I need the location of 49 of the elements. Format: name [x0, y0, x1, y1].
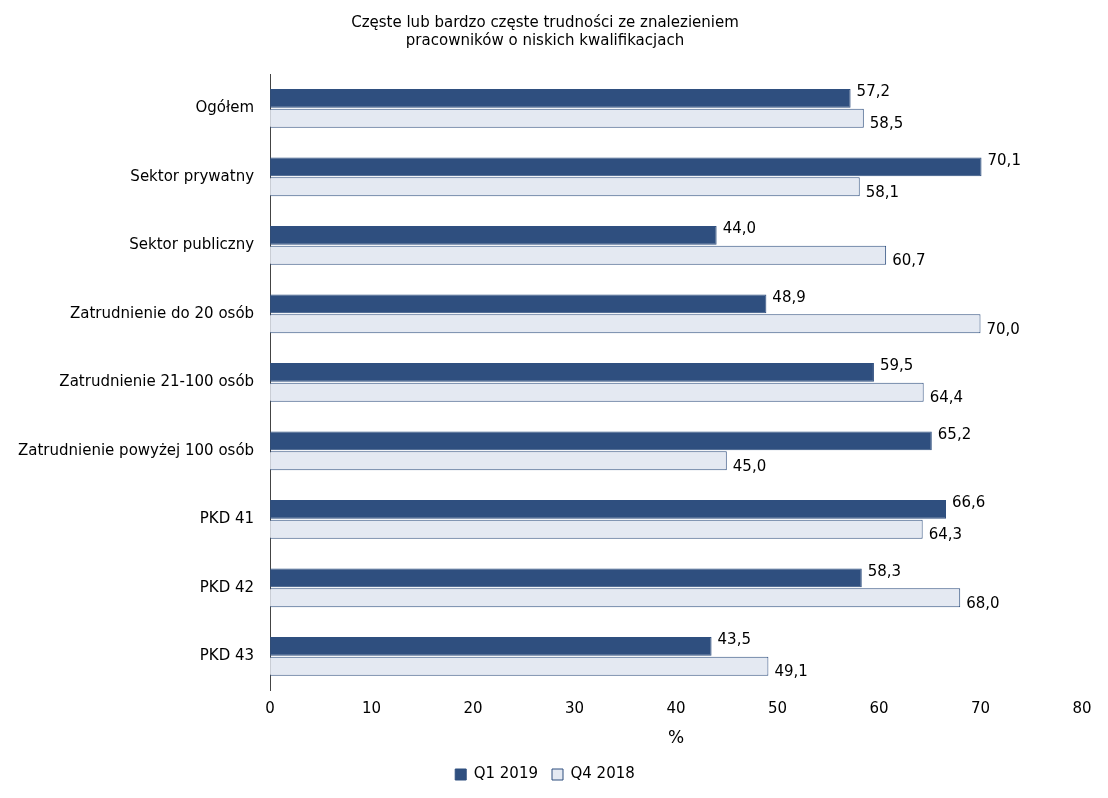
y-tick-label: PKD 43 — [199, 646, 255, 665]
x-tick-label: 50 — [767, 699, 788, 718]
data-label: 43,5 — [717, 630, 751, 649]
bar — [270, 294, 767, 314]
data-label: 58,3 — [867, 561, 902, 580]
bar — [270, 88, 851, 108]
bar — [270, 568, 862, 588]
x-tick-label: 30 — [565, 699, 585, 718]
data-label: 45,0 — [732, 456, 767, 475]
data-label: 58,1 — [865, 182, 900, 201]
legend-label: Q4 2018 — [570, 764, 635, 783]
data-label: 68,0 — [966, 593, 1000, 612]
bar — [270, 362, 874, 382]
x-tick-label: 0 — [265, 699, 275, 718]
y-tick-label: Zatrudnienie do 20 osób — [69, 303, 255, 322]
data-label: 57,2 — [856, 82, 891, 101]
data-label: 60,7 — [892, 251, 926, 270]
y-tick-label: PKD 42 — [199, 577, 255, 596]
x-tick-label: 10 — [362, 699, 382, 718]
data-label: 65,2 — [937, 424, 972, 443]
x-tick-label: 70 — [970, 699, 991, 718]
data-label: 48,9 — [772, 287, 806, 306]
bar — [270, 636, 712, 656]
bar — [270, 499, 947, 519]
x-tick-label: 20 — [463, 699, 483, 718]
x-tick-label: 60 — [869, 699, 889, 718]
y-tick-label: Zatrudnienie powyżej 100 osób — [18, 440, 255, 459]
x-tick-label: 40 — [666, 699, 686, 718]
y-tick-label: PKD 41 — [199, 509, 255, 528]
x-tick-label: 80 — [1072, 699, 1092, 718]
data-label: 49,1 — [774, 662, 808, 681]
data-label: 64,4 — [929, 388, 964, 407]
bar — [270, 225, 717, 245]
x-axis-title: % — [667, 727, 685, 748]
data-label: 58,5 — [869, 114, 904, 133]
data-label: 66,6 — [952, 493, 986, 512]
data-label: 70,0 — [986, 319, 1020, 338]
data-label: 59,5 — [879, 356, 914, 375]
bar — [270, 157, 982, 177]
y-tick-label: Ogółem — [195, 98, 255, 117]
y-tick-label: Sektor publiczny — [129, 235, 255, 254]
data-label: 70,1 — [987, 150, 1021, 169]
legend-label: Q1 2019 — [473, 764, 538, 783]
data-label: 64,3 — [928, 525, 963, 544]
chart-title: Częste lub bardzo częste trudności ze znalezieniem pracowników o niskich kwalifikacjach — [351, 12, 739, 49]
bar — [270, 431, 932, 451]
data-label: 44,0 — [722, 219, 757, 238]
y-tick-label: Zatrudnienie 21-100 osób — [59, 372, 255, 391]
y-tick-label: Sektor prywatny — [130, 166, 255, 185]
